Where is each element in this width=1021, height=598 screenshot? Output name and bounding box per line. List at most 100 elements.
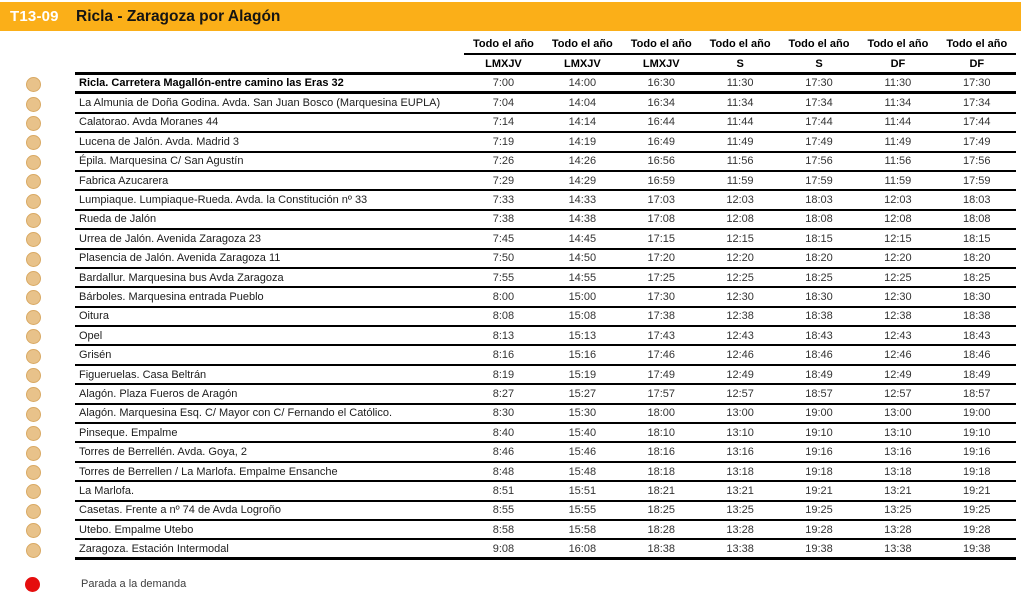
- time-cell: 7:29: [464, 172, 543, 192]
- on-demand-legend: Parada a la demanda: [0, 574, 1021, 594]
- time-cell: 8:08: [464, 308, 543, 328]
- time-cell: 19:28: [779, 521, 859, 541]
- stop-name: Oitura: [75, 308, 464, 328]
- time-cell: 12:15: [700, 230, 780, 250]
- route-code-badge: T13-09: [10, 8, 59, 25]
- day-code-header: LMXJV: [464, 55, 543, 75]
- time-cell: 14:29: [542, 172, 622, 192]
- time-cell: 13:00: [700, 405, 780, 425]
- time-cell: 8:19: [464, 366, 543, 386]
- stop-marker-dot: [26, 77, 41, 93]
- time-cell: 11:44: [700, 114, 780, 134]
- time-cell: 19:38: [779, 540, 859, 560]
- time-cell: 18:57: [937, 385, 1017, 405]
- time-cell: 9:08: [464, 540, 543, 560]
- dot-column-spacer: [0, 33, 75, 55]
- time-cell: 8:58: [464, 521, 543, 541]
- time-cell: 18:49: [937, 366, 1017, 386]
- time-cell: 17:49: [621, 366, 701, 386]
- stop-marker-cell: [0, 75, 75, 94]
- time-cell: 8:00: [464, 288, 543, 308]
- stop-name: Bardallur. Marquesina bus Avda Zaragoza: [75, 269, 464, 289]
- time-cell: 18:25: [621, 502, 701, 521]
- stop-name: Torres de Berrellen / La Marlofa. Empalm…: [75, 463, 464, 483]
- time-cell: 13:10: [700, 424, 780, 444]
- day-code-header: LMXJV: [621, 55, 701, 75]
- route-title: Ricla - Zaragoza por Alagón: [76, 7, 281, 25]
- time-cell: 13:16: [858, 443, 938, 463]
- time-cell: 12:25: [700, 269, 780, 289]
- stop-column-header: [75, 33, 464, 55]
- time-cell: 11:30: [700, 75, 780, 95]
- time-cell: 12:57: [700, 385, 780, 405]
- time-cell: 17:46: [621, 346, 701, 366]
- time-cell: 11:56: [700, 153, 780, 172]
- time-cell: 15:16: [542, 346, 622, 366]
- time-cell: 16:34: [621, 94, 701, 114]
- stop-marker-cell: [0, 502, 75, 521]
- stop-marker-dot: [26, 174, 41, 190]
- stop-marker-dot: [26, 523, 41, 539]
- stop-marker-cell: [0, 250, 75, 269]
- time-cell: 12:38: [858, 308, 938, 328]
- time-cell: 12:08: [700, 211, 780, 231]
- time-cell: 18:30: [937, 288, 1017, 308]
- time-cell: 18:43: [937, 327, 1017, 347]
- stop-marker-cell: [0, 463, 75, 482]
- time-cell: 17:15: [621, 230, 701, 250]
- stop-marker-dot: [26, 406, 41, 422]
- on-demand-dot-icon: [25, 576, 40, 592]
- stop-name: Plasencia de Jalón. Avenida Zaragoza 11: [75, 250, 464, 269]
- stop-marker-dot: [26, 290, 41, 306]
- stop-marker-cell: [0, 269, 75, 288]
- day-code-header: DF: [937, 55, 1017, 75]
- time-cell: 8:13: [464, 327, 543, 347]
- time-cell: 18:46: [937, 346, 1017, 366]
- time-cell: 13:38: [858, 540, 938, 560]
- stop-marker-dot: [26, 445, 41, 461]
- stop-marker-cell: [0, 153, 75, 172]
- stop-name: Lucena de Jalón. Avda. Madrid 3: [75, 133, 464, 153]
- time-cell: 17:30: [779, 75, 859, 95]
- time-cell: 12:57: [858, 385, 938, 405]
- time-cell: 12:30: [700, 288, 780, 308]
- stop-marker-cell: [0, 540, 75, 559]
- time-cell: 19:10: [779, 424, 859, 444]
- time-cell: 13:18: [700, 463, 780, 483]
- time-cell: 12:15: [858, 230, 938, 250]
- time-cell: 8:48: [464, 463, 543, 483]
- stop-marker-cell: [0, 172, 75, 191]
- time-cell: 13:38: [700, 540, 780, 560]
- time-cell: 13:00: [858, 405, 938, 425]
- time-cell: 11:59: [858, 172, 938, 192]
- time-cell: 19:21: [937, 482, 1017, 502]
- time-cell: 18:03: [779, 191, 859, 211]
- stop-name: Ricla. Carretera Magallón-entre camino l…: [75, 75, 464, 95]
- stop-marker-cell: [0, 288, 75, 307]
- route-header-bar: T13-09 Ricla - Zaragoza por Alagón: [0, 2, 1021, 31]
- time-cell: 15:08: [542, 308, 622, 328]
- time-cell: 17:20: [621, 250, 701, 269]
- time-cell: 11:34: [700, 94, 780, 114]
- stop-marker-cell: [0, 385, 75, 404]
- stop-marker-cell: [0, 94, 75, 113]
- time-cell: 17:43: [621, 327, 701, 347]
- time-cell: 16:56: [621, 153, 701, 172]
- stop-marker-dot: [26, 426, 41, 442]
- time-cell: 18:38: [779, 308, 859, 328]
- time-cell: 19:00: [937, 405, 1017, 425]
- season-header: Todo el año: [937, 33, 1017, 55]
- time-cell: 11:56: [858, 153, 938, 172]
- stop-marker-dot: [26, 271, 41, 287]
- stop-column-header: [75, 55, 464, 75]
- time-cell: 7:45: [464, 230, 543, 250]
- day-code-header: S: [779, 55, 859, 75]
- time-cell: 7:33: [464, 191, 543, 211]
- time-cell: 19:10: [937, 424, 1017, 444]
- stop-marker-dot: [26, 309, 41, 325]
- time-cell: 19:00: [779, 405, 859, 425]
- time-cell: 18:16: [621, 443, 701, 463]
- time-cell: 17:34: [937, 94, 1017, 114]
- stop-marker-dot: [26, 368, 41, 384]
- time-cell: 15:55: [542, 502, 622, 521]
